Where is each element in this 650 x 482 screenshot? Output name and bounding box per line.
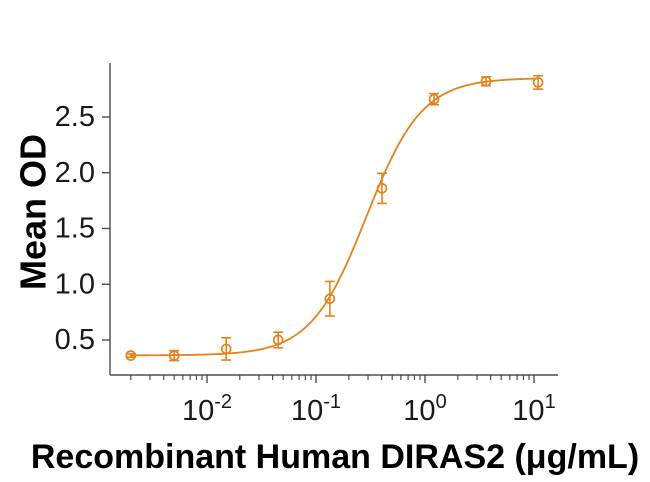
data-point-marker	[376, 183, 388, 194]
x-axis-title: Recombinant Human DIRAS2 (μg/mL)	[31, 438, 639, 476]
data-point-marker	[324, 293, 336, 305]
data-point-marker	[272, 334, 284, 346]
x-axis-tick-labels: 10-2 10-1 100 101	[182, 391, 556, 427]
y-tick-label: 2.5	[55, 101, 95, 133]
data-point-marker	[428, 93, 440, 105]
y-axis-tick-labels: 0.5 1.0 1.5 2.0 2.5	[55, 101, 95, 356]
x-tick-label: 101	[512, 391, 555, 427]
y-tick-label: 1.5	[55, 213, 95, 245]
x-tick-label: 100	[403, 391, 446, 427]
y-axis-title: Mean OD	[13, 134, 54, 290]
y-tick-label: 1.0	[55, 268, 95, 300]
data-point-marker	[480, 75, 492, 87]
data-point-marker	[532, 77, 544, 88]
data-point-marker	[220, 343, 232, 355]
x-tick-label: 10-2	[182, 391, 232, 427]
y-axis	[102, 63, 111, 375]
y-tick-label: 0.5	[55, 324, 95, 356]
fit-curve	[129, 77, 538, 357]
x-tick-label: 10-1	[291, 391, 341, 427]
x-axis	[110, 374, 558, 383]
y-tick-label: 2.0	[55, 157, 95, 189]
data-point-marker	[168, 350, 180, 361]
error-bars	[125, 74, 544, 362]
data-points	[125, 75, 544, 361]
data-point-marker	[125, 350, 137, 361]
